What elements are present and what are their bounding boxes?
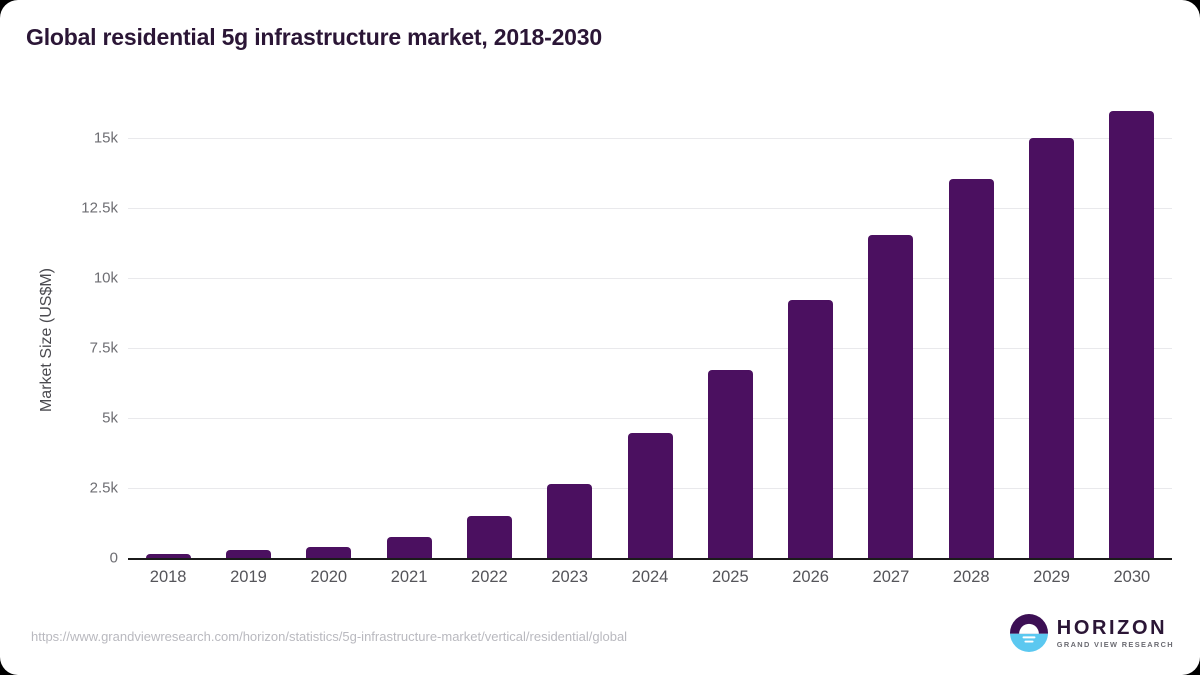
x-axis-tick-labels: 2018 2019 2020 2021 2022 2023 2024 2025 2026 2027… (128, 568, 1172, 596)
x-axis-tick: 2020 (310, 568, 348, 586)
x-axis-line (128, 558, 1172, 560)
x-axis-tick: 2027 (872, 568, 910, 586)
y-axis-tick: 2.5k (89, 479, 118, 497)
logo-tagline: GRAND VIEW RESEARCH (1056, 639, 1174, 649)
bar[interactable] (547, 483, 593, 558)
bar[interactable] (707, 370, 753, 558)
logo-wordmark: HORIZON (1056, 616, 1168, 639)
gridline (128, 278, 1172, 279)
source-url[interactable]: https://www.grandviewresearch.com/horizo… (31, 629, 628, 644)
horizon-logo-icon (1009, 614, 1048, 652)
gridline (128, 418, 1172, 419)
x-axis-tick: 2028 (952, 568, 990, 586)
y-axis-tick: 12.5k (81, 199, 118, 217)
bar[interactable] (225, 550, 271, 558)
x-axis-tick: 2030 (1113, 568, 1151, 586)
bar[interactable] (788, 300, 834, 558)
x-axis-tick: 2023 (551, 568, 589, 586)
x-axis-tick: 2022 (471, 568, 508, 586)
bar[interactable] (1029, 138, 1075, 558)
gridline (128, 138, 1172, 139)
bar[interactable] (466, 516, 512, 558)
bar[interactable] (868, 234, 914, 558)
bar-series (128, 100, 1172, 558)
x-axis-tick: 2019 (230, 568, 267, 586)
x-axis-tick: 2021 (390, 568, 428, 586)
x-axis-tick: 2018 (149, 568, 187, 586)
bar[interactable] (1109, 111, 1155, 558)
y-axis-tick: 0 (109, 549, 118, 567)
horizon-logo[interactable]: HORIZON GRAND VIEW RESEARCH (1009, 613, 1174, 653)
bar[interactable] (145, 553, 191, 558)
y-axis-tick: 5k (102, 409, 118, 427)
page-title: Global residential 5g infrastructure mar… (26, 24, 602, 50)
x-axis-tick: 2025 (711, 568, 749, 586)
bar[interactable] (948, 178, 994, 558)
bar[interactable] (627, 433, 673, 558)
gridline (128, 348, 1172, 349)
y-axis-tick: 15k (93, 129, 118, 147)
x-axis-tick: 2024 (631, 568, 669, 586)
x-axis-tick: 2029 (1033, 568, 1070, 586)
y-axis-tick: 7.5k (89, 339, 118, 357)
bar[interactable] (386, 537, 432, 558)
y-axis-tick: 10k (93, 269, 118, 287)
gridline (128, 208, 1172, 209)
bar[interactable] (306, 546, 352, 558)
logo-text-block: HORIZON GRAND VIEW RESEARCH (1057, 618, 1174, 648)
x-axis-tick: 2026 (792, 568, 829, 586)
y-axis-tick-labels: 0 2.5k 5k 7.5k 10k 12.5k 15k (0, 0, 118, 675)
